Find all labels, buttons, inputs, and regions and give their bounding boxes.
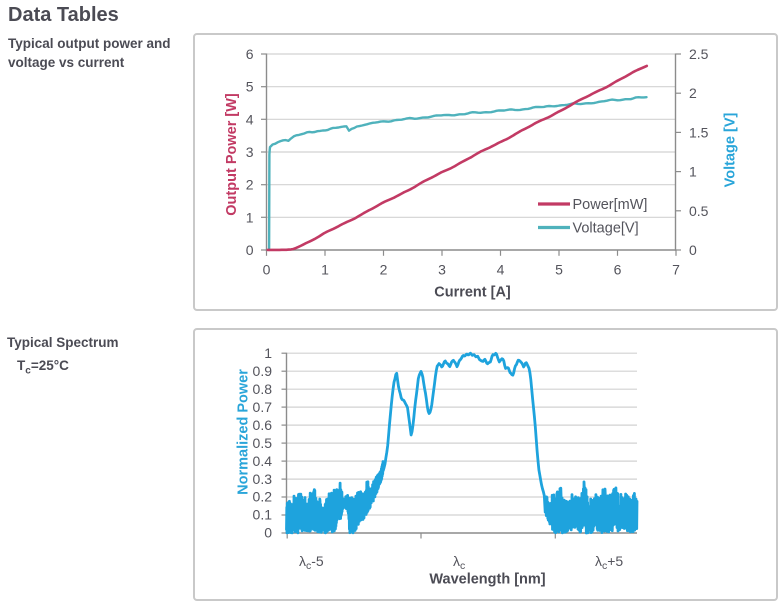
svg-text:0: 0 [689,242,697,258]
svg-text:0.5: 0.5 [689,203,709,219]
svg-text:1: 1 [689,164,697,180]
svg-text:Current [A]: Current [A] [434,285,511,301]
svg-text:λc: λc [453,553,465,572]
svg-text:2: 2 [380,262,388,278]
svg-text:4: 4 [246,111,254,127]
svg-text:0: 0 [264,525,272,541]
svg-text:1: 1 [264,345,272,361]
svg-text:0.4: 0.4 [253,453,273,469]
svg-text:2.5: 2.5 [689,46,709,62]
svg-text:0: 0 [263,262,271,278]
svg-text:0.2: 0.2 [253,489,273,505]
svg-text:0.1: 0.1 [253,507,273,523]
svg-text:5: 5 [555,262,563,278]
svg-text:1: 1 [321,262,329,278]
svg-text:0.7: 0.7 [253,399,273,415]
svg-text:λc+5: λc+5 [595,553,623,572]
svg-text:Voltage[V]: Voltage[V] [573,221,639,237]
svg-text:Wavelength [nm]: Wavelength [nm] [429,572,545,588]
svg-text:0: 0 [246,242,254,258]
svg-text:1: 1 [246,209,254,225]
svg-text:Normalized Power: Normalized Power [236,369,252,495]
svg-text:6: 6 [246,46,254,62]
svg-text:1.5: 1.5 [689,124,709,140]
svg-text:2: 2 [246,177,254,193]
svg-text:Power[mW]: Power[mW] [573,197,648,213]
svg-text:0.8: 0.8 [253,381,273,397]
svg-text:0.3: 0.3 [253,471,273,487]
svg-text:0.5: 0.5 [253,435,273,451]
svg-text:Output Power [W]: Output Power [W] [224,93,240,216]
svg-text:λc-5: λc-5 [299,553,324,572]
svg-text:3: 3 [438,262,446,278]
svg-text:Voltage [V]: Voltage [V] [723,113,739,188]
svg-text:6: 6 [614,262,622,278]
svg-text:3: 3 [246,144,254,160]
svg-text:4: 4 [497,262,505,278]
svg-text:0.9: 0.9 [253,363,273,379]
svg-text:2: 2 [689,85,697,101]
svg-text:7: 7 [672,262,680,278]
svg-text:5: 5 [246,79,254,95]
svg-text:0.6: 0.6 [253,417,273,433]
